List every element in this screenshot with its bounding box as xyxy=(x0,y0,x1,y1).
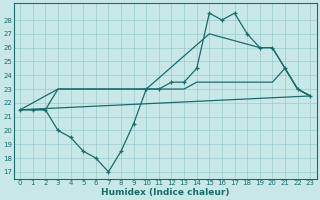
X-axis label: Humidex (Indice chaleur): Humidex (Indice chaleur) xyxy=(101,188,229,197)
